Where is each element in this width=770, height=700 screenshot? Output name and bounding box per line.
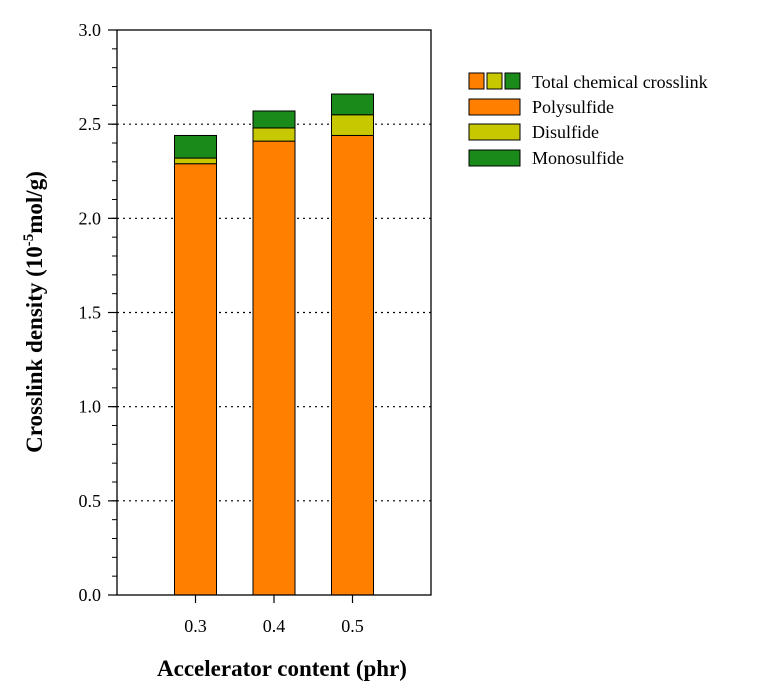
y-axis: 0.0 0.5 1.0 1.5 2.0 2.5 3.0: [79, 20, 117, 605]
bar-polysulfide-0.3: [174, 163, 217, 596]
legend-label-monosulfide: Monosulfide: [532, 148, 624, 168]
y-tick-label-1: 0.5: [79, 491, 102, 511]
bar-monosulfide-0.5: [331, 93, 374, 116]
legend-swatch-total-2: [486, 72, 503, 90]
bar-stacks: [174, 93, 374, 596]
bar-monosulfide-0.4: [252, 110, 296, 129]
legend: Total chemical crosslink Polysulfide Dis…: [468, 72, 708, 168]
y-tick-label-2: 1.0: [79, 397, 102, 417]
bar-disulfide-0.5: [331, 114, 374, 136]
bar-monosulfide-0.3: [174, 134, 217, 159]
y-tick-label-6: 3.0: [79, 20, 102, 40]
x-tick-label-1: 0.4: [263, 616, 286, 636]
bar-polysulfide-0.4: [252, 140, 296, 596]
legend-swatch-polysulfide: [468, 98, 521, 116]
y-tick-label-4: 2.0: [79, 208, 102, 228]
legend-swatch-disulfide: [468, 123, 521, 141]
bar-disulfide-0.4: [252, 127, 296, 142]
legend-swatch-total-3: [504, 72, 521, 90]
legend-label-total: Total chemical crosslink: [532, 72, 708, 92]
x-axis: 0.3 0.4 0.5: [184, 595, 364, 636]
x-axis-title: Accelerator content (phr): [157, 656, 407, 681]
y-axis-title-suffix: mol/g): [22, 171, 47, 234]
legend-label-polysulfide: Polysulfide: [532, 97, 614, 117]
bar-polysulfide-0.5: [331, 134, 374, 596]
y-tick-label-0: 0.0: [79, 585, 102, 605]
legend-swatch-monosulfide: [468, 149, 521, 167]
bar-disulfide-0.3: [174, 157, 217, 165]
y-axis-title-prefix: Crosslink density (10: [22, 246, 47, 453]
y-axis-title: Crosslink density (10-5mol/g): [21, 171, 47, 453]
x-tick-label-0: 0.3: [184, 616, 207, 636]
y-tick-label-5: 2.5: [79, 114, 102, 134]
legend-swatch-total-1: [468, 72, 485, 90]
y-tick-label-3: 1.5: [79, 303, 102, 323]
y-axis-title-exponent: -5: [21, 234, 37, 247]
x-tick-label-2: 0.5: [341, 616, 364, 636]
legend-label-disulfide: Disulfide: [532, 122, 599, 142]
